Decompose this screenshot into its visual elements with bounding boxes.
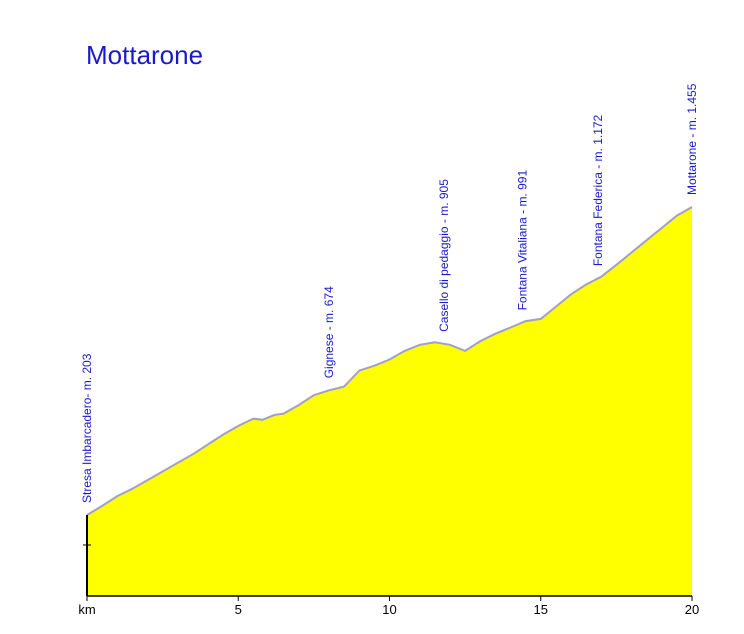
waypoint-label-0: Stresa Imbarcadero- m. 203 [80, 353, 94, 503]
x-tick-label-3: 15 [534, 602, 548, 617]
elevation-area-0 [87, 207, 692, 596]
x-tick-label-1: 5 [235, 602, 242, 617]
waypoint-label-5: Mottarone - m. 1.455 [685, 83, 699, 195]
waypoint-label-1: Gignese - m. 674 [322, 286, 336, 378]
waypoint-label-3: Fontana Vitaliana - m. 991 [516, 170, 530, 311]
waypoint-label-4: Fontana Federica - m. 1.172 [591, 114, 605, 266]
axis-layer: km 5 10 15 20 [78, 515, 699, 617]
label-layer: Stresa Imbarcadero- m. 203 Gignese - m. 6… [80, 83, 699, 503]
elevation-line-0 [86, 206, 693, 516]
x-tick-label-0: km [78, 602, 95, 617]
chart-title: Mottarone [86, 40, 204, 70]
x-tick-label-4: 20 [685, 602, 699, 617]
waypoint-label-2: Casello di pedaggio - m. 905 [437, 179, 451, 332]
area-layer [86, 206, 693, 596]
x-tick-label-2: 10 [382, 602, 396, 617]
